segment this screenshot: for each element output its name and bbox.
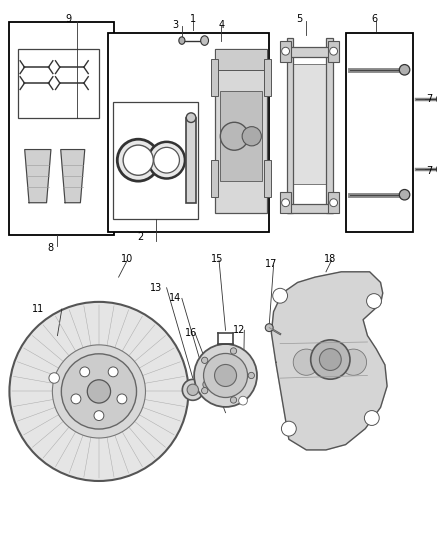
Text: 4: 4 [218, 20, 224, 30]
Ellipse shape [148, 142, 185, 179]
Ellipse shape [203, 381, 211, 389]
Ellipse shape [201, 357, 208, 364]
Ellipse shape [436, 165, 438, 174]
Ellipse shape [239, 396, 247, 405]
Text: 17: 17 [265, 259, 278, 269]
Ellipse shape [311, 340, 350, 379]
Ellipse shape [282, 199, 290, 207]
Bar [215, 49, 267, 70]
Ellipse shape [330, 199, 338, 207]
Ellipse shape [399, 190, 410, 200]
Bar [280, 41, 291, 62]
Text: 12: 12 [233, 325, 245, 335]
Bar [326, 38, 332, 213]
Bar [18, 49, 99, 118]
Ellipse shape [186, 113, 196, 123]
Text: 5: 5 [297, 14, 303, 25]
Bar [287, 204, 332, 213]
Ellipse shape [220, 122, 248, 150]
Ellipse shape [194, 344, 257, 407]
Text: 16: 16 [184, 328, 197, 338]
Ellipse shape [117, 394, 127, 404]
Text: 2: 2 [137, 232, 144, 243]
Ellipse shape [154, 147, 180, 173]
Ellipse shape [293, 349, 319, 375]
Bar [186, 118, 196, 203]
Ellipse shape [199, 377, 215, 392]
Ellipse shape [53, 345, 145, 438]
Bar [211, 59, 218, 96]
Ellipse shape [399, 64, 410, 75]
Ellipse shape [230, 397, 237, 403]
Ellipse shape [230, 348, 237, 354]
Ellipse shape [87, 380, 110, 403]
Bar [287, 47, 332, 56]
Ellipse shape [330, 47, 338, 55]
Text: 11: 11 [32, 304, 44, 314]
Polygon shape [61, 150, 85, 203]
Text: 9: 9 [65, 14, 71, 25]
Bar [280, 192, 291, 213]
Bar [220, 91, 262, 181]
Ellipse shape [242, 127, 261, 146]
Ellipse shape [282, 47, 290, 55]
Ellipse shape [364, 410, 379, 425]
Ellipse shape [80, 367, 90, 377]
Ellipse shape [61, 354, 137, 429]
Ellipse shape [49, 373, 60, 383]
Ellipse shape [319, 349, 341, 370]
Text: 7: 7 [426, 94, 433, 104]
Polygon shape [25, 150, 51, 203]
Ellipse shape [265, 324, 273, 332]
Ellipse shape [10, 302, 188, 481]
Ellipse shape [367, 294, 381, 309]
Ellipse shape [123, 145, 153, 175]
Bar [346, 33, 413, 232]
Bar [264, 160, 271, 197]
Bar [215, 49, 267, 213]
Text: 8: 8 [48, 243, 54, 253]
Bar [292, 64, 327, 184]
Bar [10, 22, 114, 235]
Ellipse shape [248, 373, 254, 378]
Ellipse shape [94, 411, 104, 421]
Text: 18: 18 [324, 254, 336, 263]
Ellipse shape [108, 367, 118, 377]
Text: 14: 14 [169, 293, 181, 303]
Text: 7: 7 [426, 166, 433, 176]
Bar [113, 102, 198, 219]
Ellipse shape [117, 139, 159, 181]
Text: 10: 10 [121, 254, 134, 263]
Circle shape [201, 36, 208, 45]
Ellipse shape [71, 394, 81, 404]
Bar [108, 33, 269, 232]
Ellipse shape [187, 384, 198, 395]
Polygon shape [272, 272, 387, 450]
Text: 1: 1 [190, 14, 196, 25]
Ellipse shape [182, 379, 203, 400]
Ellipse shape [273, 288, 288, 303]
Text: 6: 6 [371, 14, 377, 25]
Circle shape [179, 37, 185, 44]
Text: 3: 3 [172, 20, 178, 30]
Bar [211, 160, 218, 197]
Bar [328, 41, 339, 62]
Bar [328, 192, 339, 213]
Ellipse shape [436, 95, 438, 103]
Ellipse shape [201, 387, 208, 394]
Ellipse shape [340, 349, 367, 375]
Ellipse shape [282, 421, 296, 436]
Ellipse shape [215, 365, 237, 386]
Ellipse shape [204, 353, 247, 398]
Bar [287, 38, 293, 213]
Text: 13: 13 [149, 283, 162, 293]
Bar [264, 59, 271, 96]
Text: 15: 15 [211, 254, 223, 263]
